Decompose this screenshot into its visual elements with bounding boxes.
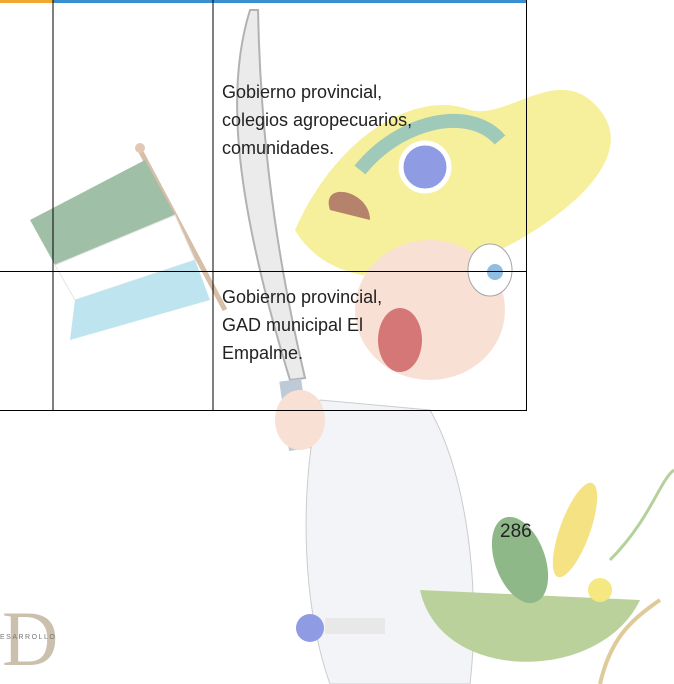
logo-letter: D [2,595,59,682]
logo-text: ESARROLLO [0,634,57,641]
table-cell: Gobierno provincial, colegios agropecuar… [222,82,413,158]
page-number: 286 [500,521,532,542]
table-cell: Gobierno provincial, GAD municipal El Em… [222,287,383,363]
